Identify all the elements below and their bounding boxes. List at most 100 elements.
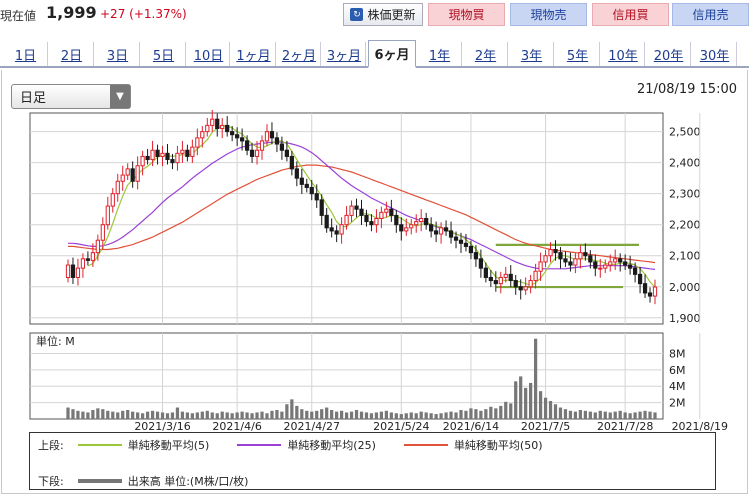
volume-bar <box>623 412 627 419</box>
candle-body <box>85 258 91 261</box>
candle-body <box>115 180 120 195</box>
volume-bar <box>484 409 488 419</box>
tab-2[interactable]: 3日 <box>96 42 140 66</box>
candle-body <box>473 252 479 260</box>
candle-period-select[interactable]: 日足 ▼ <box>11 84 131 109</box>
volume-bar <box>260 411 264 419</box>
candle-body <box>493 280 498 285</box>
candle-body <box>419 218 424 223</box>
volume-bar <box>349 411 354 419</box>
legend-ma5: 単純移動平均(5) <box>77 437 209 453</box>
candle-body <box>180 149 185 154</box>
tab-7[interactable]: 3ヶ月 <box>323 42 366 66</box>
volume-bar <box>583 410 587 419</box>
volume-bar <box>638 411 642 419</box>
volume-bar <box>141 413 145 419</box>
tab-12[interactable]: 5年 <box>556 42 600 66</box>
volume-bar <box>344 412 349 419</box>
tab-3[interactable]: 5日 <box>142 42 186 66</box>
legend-ma25: 単純移動平均(25) <box>237 437 376 453</box>
candle-body <box>334 230 339 235</box>
tab-1[interactable]: 2日 <box>50 42 94 66</box>
tab-10[interactable]: 2年 <box>464 42 508 66</box>
legend-ma50: 単純移動平均(50) <box>403 437 543 453</box>
tab-15[interactable]: 30年 <box>693 42 737 66</box>
volume-bar <box>533 338 538 419</box>
tab-0[interactable]: 1日 <box>4 42 48 66</box>
candle-body <box>269 131 275 139</box>
volume-bar <box>369 413 374 419</box>
volume-bar <box>529 382 533 419</box>
candle-body <box>553 249 558 254</box>
tab-11[interactable]: 3年 <box>510 42 554 66</box>
cash-buy-button[interactable]: 現物買 <box>428 3 505 26</box>
volume-bar <box>320 409 324 419</box>
volume-unit-label: 単位: M <box>36 334 75 348</box>
price-tick-label: 2,500 <box>669 126 701 139</box>
volume-bar <box>76 410 80 419</box>
margin-sell-button[interactable]: 信用売 <box>672 3 749 26</box>
candle-body <box>284 149 289 157</box>
volume-bar <box>136 412 140 419</box>
candle-body <box>314 193 319 201</box>
price-tick-label: 2,300 <box>669 188 701 201</box>
candle-body <box>195 137 200 148</box>
volume-bar <box>424 412 428 419</box>
volume-bar <box>653 412 657 419</box>
candle-body <box>319 199 324 216</box>
x-tick-label: 2021/8/19 <box>672 420 728 433</box>
legend-upper-label: 上段: <box>38 439 64 452</box>
candle-body <box>647 292 653 297</box>
volume-bar <box>558 407 563 419</box>
volume-bar <box>66 407 70 419</box>
candle-body <box>105 205 110 226</box>
tab-13[interactable]: 10年 <box>602 42 645 66</box>
volume-bar <box>618 410 622 419</box>
volume-bar <box>245 412 249 419</box>
candle-body <box>130 168 135 182</box>
candle-body <box>359 208 364 216</box>
candle-body <box>498 276 503 285</box>
candle-body <box>339 224 344 235</box>
tab-6[interactable]: 2ヶ月 <box>278 42 321 66</box>
volume-bar <box>504 401 508 419</box>
legend-volume-label: 出来高 単位:(M株/口/枚) <box>127 475 249 488</box>
candle-body <box>210 118 215 126</box>
refresh-label: 株価更新 <box>367 8 416 22</box>
candle-body <box>548 249 553 257</box>
volume-bar <box>394 413 398 419</box>
candle-body <box>404 227 409 232</box>
tab-14[interactable]: 20年 <box>647 42 691 66</box>
volume-bar <box>444 412 448 419</box>
volume-bar <box>593 412 597 419</box>
tab-4[interactable]: 10日 <box>188 42 230 66</box>
candle-body <box>364 214 369 223</box>
volume-bar <box>489 406 493 419</box>
candle-body <box>150 149 155 161</box>
candle-body <box>110 193 115 207</box>
candle-body <box>488 276 493 282</box>
cash-sell-button[interactable]: 現物売 <box>510 3 587 26</box>
tab-9[interactable]: 1年 <box>418 42 462 66</box>
candle-body <box>603 264 608 269</box>
candle-body <box>523 286 528 291</box>
refresh-price-button[interactable]: ↻ 株価更新 <box>343 3 423 26</box>
volume-bar <box>374 412 379 419</box>
tab-5[interactable]: 1ヶ月 <box>232 42 276 66</box>
candle-body <box>642 283 648 294</box>
price-tick-label: 1,900 <box>669 312 701 325</box>
x-tick-label: 2021/4/6 <box>212 420 261 433</box>
volume-bar <box>275 409 279 419</box>
volume-bar <box>598 410 602 419</box>
quote-header: 現在値 1,999 +27 (+1.37%) ↻ 株価更新 現物買 現物売 信用… <box>0 0 749 30</box>
tab-8[interactable]: 6ヶ月 <box>368 40 416 68</box>
candle-body <box>503 273 508 278</box>
margin-buy-button[interactable]: 信用買 <box>592 3 669 26</box>
candle-body <box>225 124 230 133</box>
price-change: +27 (+1.37%) <box>100 7 187 21</box>
candle-body <box>264 131 270 142</box>
volume-bar <box>389 412 393 419</box>
volume-bar <box>270 410 274 419</box>
volume-bar <box>160 412 165 419</box>
